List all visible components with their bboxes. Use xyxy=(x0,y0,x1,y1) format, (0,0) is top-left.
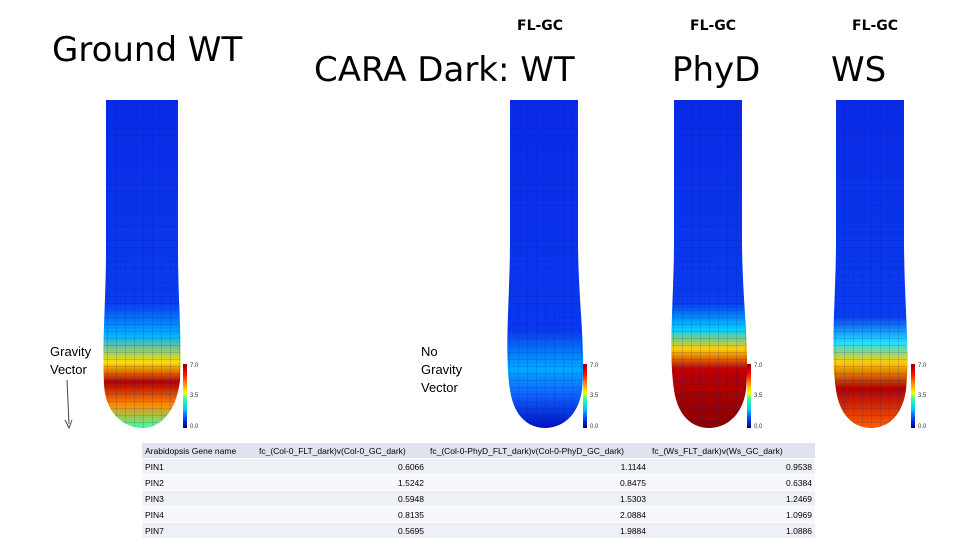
value-cell: 0.6384 xyxy=(649,474,815,491)
column-header: fc_(Col-0-PhyD_FLT_dark)v(Col-0-PhyD_GC_… xyxy=(427,443,649,459)
no-gravity-vector-label: No Gravity Vector xyxy=(421,344,463,395)
gene-name-cell: PIN7 xyxy=(142,522,256,539)
ws-root-heatmap xyxy=(833,100,908,428)
table-row: PIN1 0.6066 1.1144 0.9538 xyxy=(142,458,815,475)
scale-mid-label: 3.5 xyxy=(918,393,927,399)
value-cell: 0.5948 xyxy=(256,490,427,507)
fl-gc-label-ws: FL-GC xyxy=(852,18,899,34)
table-row: PIN3 0.5948 1.5303 1.2469 xyxy=(142,490,815,507)
gene-name-cell: PIN2 xyxy=(142,474,256,491)
value-cell: 0.5695 xyxy=(256,522,427,539)
phyd-root-heatmap xyxy=(671,100,748,428)
scale-max-label: 7.0 xyxy=(590,363,599,369)
value-cell: 1.0886 xyxy=(649,522,815,539)
color-scale-bar xyxy=(747,364,751,428)
fl-gc-label-wt: FL-GC xyxy=(517,18,564,34)
gravity-vector-label: Gravity Vector xyxy=(50,344,92,377)
column-header: Arabidopsis Gene name xyxy=(142,443,256,459)
phyd-title: PhyD xyxy=(672,50,761,90)
scale-min-label: 0.0 xyxy=(590,424,599,430)
value-cell: 1.0969 xyxy=(649,506,815,523)
color-scale-bar xyxy=(911,364,915,428)
table-row: PIN2 1.5242 0.8475 0.6384 xyxy=(142,474,815,491)
scale-mid-label: 3.5 xyxy=(590,393,599,399)
column-header: fc_(Ws_FLT_dark)v(Ws_GC_dark) xyxy=(649,443,815,459)
table-row: PIN4 0.8135 2.0884 1.0969 xyxy=(142,506,815,523)
color-scale-bar xyxy=(583,364,587,428)
value-cell: 0.9538 xyxy=(649,458,815,475)
gravity-arrow-icon xyxy=(64,380,73,430)
value-cell: 1.5242 xyxy=(256,474,427,491)
table-header-row: Arabidopsis Gene name fc_(Col-0_FLT_dark… xyxy=(142,443,815,459)
gene-name-cell: PIN1 xyxy=(142,458,256,475)
scale-max-label: 7.0 xyxy=(918,363,927,369)
value-cell: 1.9884 xyxy=(427,522,649,539)
value-cell: 0.6066 xyxy=(256,458,427,475)
fl-gc-label-phyd: FL-GC xyxy=(690,18,737,34)
value-cell: 1.5303 xyxy=(427,490,649,507)
value-cell: 0.8135 xyxy=(256,506,427,523)
cara-dark-wt-title: CARA Dark: WT xyxy=(314,50,575,90)
value-cell: 1.1144 xyxy=(427,458,649,475)
ground-wt-title: Ground WT xyxy=(52,30,243,70)
scale-min-label: 0.0 xyxy=(190,424,199,430)
color-scale-bar xyxy=(183,364,187,428)
scale-min-label: 0.0 xyxy=(754,424,763,430)
ws-title: WS xyxy=(831,50,887,90)
value-cell: 2.0884 xyxy=(427,506,649,523)
column-header: fc_(Col-0_FLT_dark)v(Col-0_GC_dark) xyxy=(256,443,427,459)
scale-mid-label: 3.5 xyxy=(190,393,199,399)
gene-fold-change-table: Arabidopsis Gene name fc_(Col-0_FLT_dark… xyxy=(142,443,815,539)
scale-max-label: 7.0 xyxy=(754,363,763,369)
scale-max-label: 7.0 xyxy=(190,363,199,369)
scale-mid-label: 3.5 xyxy=(754,393,763,399)
value-cell: 0.8475 xyxy=(427,474,649,491)
value-cell: 1.2469 xyxy=(649,490,815,507)
scale-min-label: 0.0 xyxy=(918,424,927,430)
ground-wt-root-heatmap xyxy=(103,100,181,428)
cara-dark-wt-root-heatmap xyxy=(507,100,584,428)
gene-name-cell: PIN3 xyxy=(142,490,256,507)
table-row: PIN7 0.5695 1.9884 1.0886 xyxy=(142,522,815,539)
gene-name-cell: PIN4 xyxy=(142,506,256,523)
